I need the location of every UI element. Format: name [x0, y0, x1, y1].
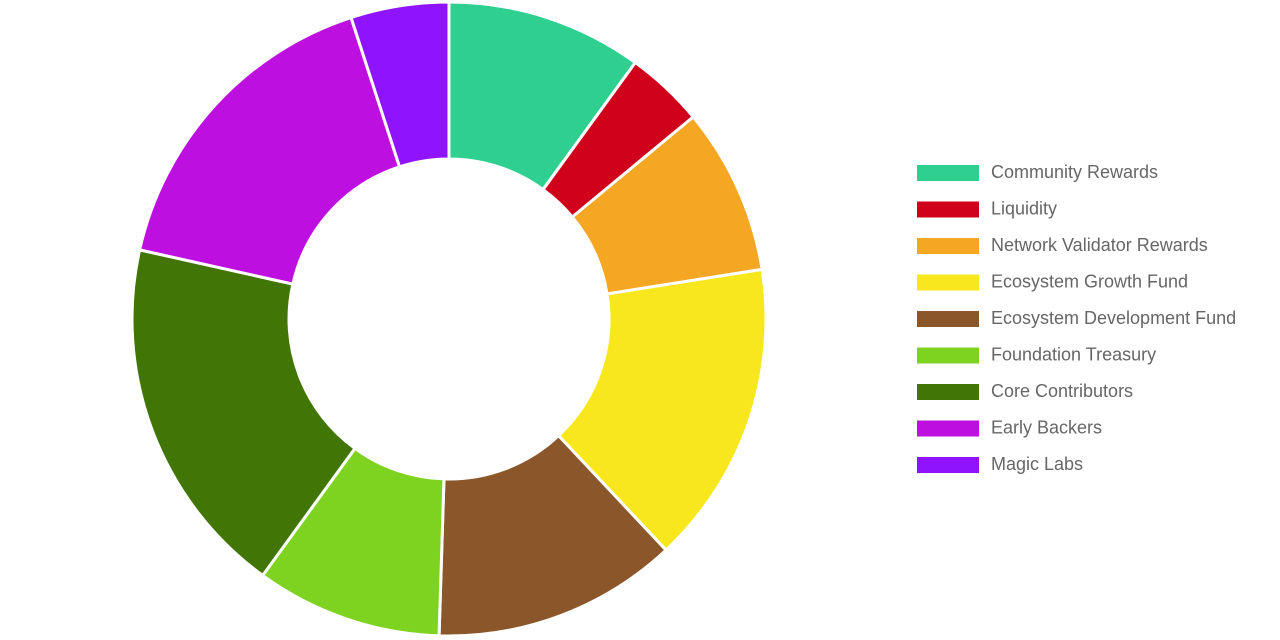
- legend-label: Liquidity: [991, 198, 1057, 218]
- legend-label: Ecosystem Development Fund: [991, 308, 1236, 328]
- legend-label: Ecosystem Growth Fund: [991, 271, 1188, 291]
- legend-swatch: [917, 311, 979, 327]
- donut-slice: [137, 15, 402, 286]
- legend-swatch: [917, 201, 979, 218]
- legend-label: Community Rewards: [991, 162, 1158, 182]
- legend-swatch: [917, 384, 979, 400]
- legend-label: Foundation Treasury: [991, 344, 1156, 364]
- legend-swatch: [917, 238, 979, 254]
- legend-label: Core Contributors: [991, 381, 1133, 401]
- legend-swatch: [917, 274, 979, 291]
- legend-label: Network Validator Rewards: [991, 235, 1208, 255]
- donut-slice: [130, 248, 358, 578]
- donut-slice: [349, 0, 451, 169]
- donut-slice: [556, 267, 768, 553]
- legend-swatch: [917, 457, 979, 473]
- donut-slice: [437, 433, 669, 638]
- legend-label: Early Backers: [991, 417, 1102, 437]
- legend-swatch: [917, 420, 979, 437]
- legend-swatch: [917, 347, 979, 364]
- legend-swatch: [917, 165, 979, 181]
- legend-label: Magic Labs: [991, 454, 1083, 474]
